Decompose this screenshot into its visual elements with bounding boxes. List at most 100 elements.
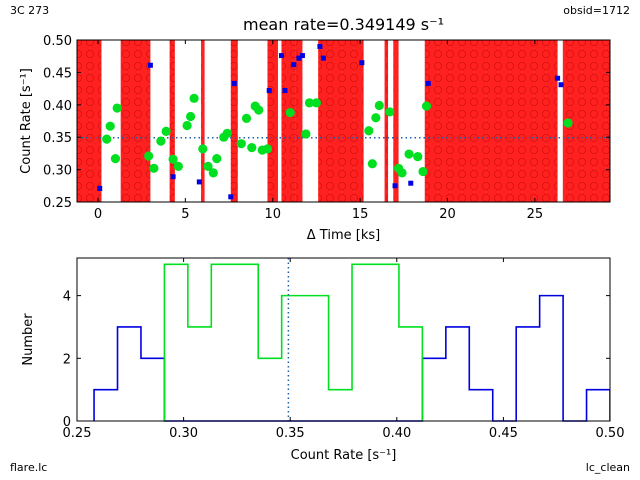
y-tick-label: 0.35 (43, 131, 72, 146)
y-tick-label: 0.40 (43, 99, 72, 114)
good-data-point (397, 168, 407, 178)
good-data-point (110, 153, 121, 164)
good-data-point (262, 144, 273, 154)
flare-data-point (359, 60, 365, 66)
x-tick-label: 0.30 (169, 426, 198, 441)
flare-interval-band (393, 40, 399, 202)
y-tick-label: 0.30 (43, 164, 72, 179)
flare-interval-band (230, 40, 238, 202)
flare-data-point (408, 180, 414, 186)
y-tick-label: 0 (63, 415, 71, 430)
flare-interval-band (267, 40, 278, 202)
flare-interval-band (281, 40, 296, 202)
good-data-point (421, 101, 432, 111)
good-data-point (189, 93, 199, 103)
y-tick-label: 4 (63, 290, 71, 305)
good-data-point (112, 103, 122, 113)
x-tick-label: 25 (527, 207, 544, 222)
flare-data-point (196, 179, 202, 185)
good-data-point (168, 154, 178, 164)
good-data-point (285, 107, 295, 118)
good-data-point (563, 118, 573, 128)
flare-data-point (299, 53, 305, 59)
good-data-point (385, 107, 395, 117)
flare-data-point (317, 43, 323, 49)
light-curve-y-label: Count Rate [s⁻¹] (19, 68, 34, 174)
y-tick-label: 0.50 (43, 34, 72, 49)
flare-data-point (558, 82, 564, 88)
flare-data-point (231, 80, 237, 86)
good-data-point (212, 153, 222, 164)
good-data-point (311, 98, 322, 108)
x-tick-label: 0.35 (276, 426, 305, 441)
flare-data-point (282, 88, 288, 94)
flare-data-point (228, 194, 234, 200)
flare-data-point (392, 183, 398, 189)
x-tick-label: 0.25 (63, 426, 92, 441)
good-data-point (404, 149, 414, 159)
good-data-point (374, 100, 384, 111)
flare-interval-band (77, 40, 102, 202)
flare-interval-band (120, 40, 151, 202)
good-data-point (413, 152, 423, 162)
flare-data-point (425, 80, 431, 86)
good-data-point (371, 113, 381, 123)
clean-file-label: lc_clean (585, 461, 630, 474)
good-data-point (254, 105, 264, 115)
good-data-point (367, 159, 377, 169)
light-curve-panel: 0 5 10 15 20 25 0.25 0.30 0.35 0.40 0.45 0.50 mean r… (19, 15, 611, 243)
histogram-y-label: Number (21, 313, 36, 366)
x-tick-label: 0.40 (382, 426, 411, 441)
good-data-point (173, 161, 183, 171)
good-data-point (182, 120, 192, 131)
x-tick-label: 15 (352, 207, 369, 222)
flare-data-point (278, 53, 284, 59)
y-tick-label: 2 (63, 352, 71, 367)
good-data-point (364, 126, 374, 136)
light-curve-title: mean rate=0.349149 s⁻¹ (243, 15, 444, 34)
rate-histogram-panel: 0.25 0.30 0.35 0.40 0.45 0.50 0 2 4 Count Rate [s… (21, 257, 625, 463)
x-tick-label: 5 (181, 207, 189, 222)
good-data-point (149, 163, 159, 173)
good-data-point (208, 168, 218, 178)
histogram-x-label: Count Rate [s⁻¹] (291, 448, 397, 463)
flare-data-point (170, 174, 176, 180)
x-tick-label: 0.45 (489, 426, 518, 441)
flare-data-point (147, 62, 153, 68)
light-curve-frame (76, 39, 611, 203)
good-data-point (198, 144, 208, 154)
x-tick-label: 10 (264, 207, 281, 222)
flare-interval-band (424, 40, 441, 202)
y-tick-label: 0.45 (43, 66, 72, 81)
good-data-point (304, 98, 315, 108)
good-data-point (241, 113, 252, 124)
source-file-label: flare.lc (10, 461, 48, 474)
good-data-point (222, 128, 232, 138)
x-tick-label: 0.50 (596, 426, 625, 441)
good-data-point (156, 136, 166, 146)
x-tick-label: 0 (94, 207, 102, 222)
y-tick-label: 0.25 (43, 196, 72, 211)
flare-data-point (97, 185, 103, 191)
obsid-label: obsid=1712 (563, 4, 630, 17)
object-name-label: 3C 273 (10, 4, 50, 17)
good-data-point (236, 139, 246, 149)
good-data-point (144, 151, 154, 161)
flare-data-point (296, 55, 302, 61)
good-data-point (247, 142, 257, 153)
light-curve-x-label: Δ Time [ks] (307, 228, 380, 243)
good-data-point (102, 134, 112, 144)
good-data-point (161, 126, 171, 136)
good-data-point (185, 111, 196, 122)
good-data-point (105, 121, 115, 131)
flare-data-point (320, 55, 326, 61)
good-data-point (203, 161, 213, 171)
x-tick-label: 20 (439, 207, 456, 222)
flare-data-point (555, 75, 561, 81)
histogram-frame (76, 257, 611, 422)
good-data-point (418, 166, 428, 177)
good-data-point (301, 129, 311, 139)
flare-interval-band (169, 40, 175, 202)
flare-interval-band (295, 40, 303, 202)
flare-data-point (266, 88, 272, 94)
